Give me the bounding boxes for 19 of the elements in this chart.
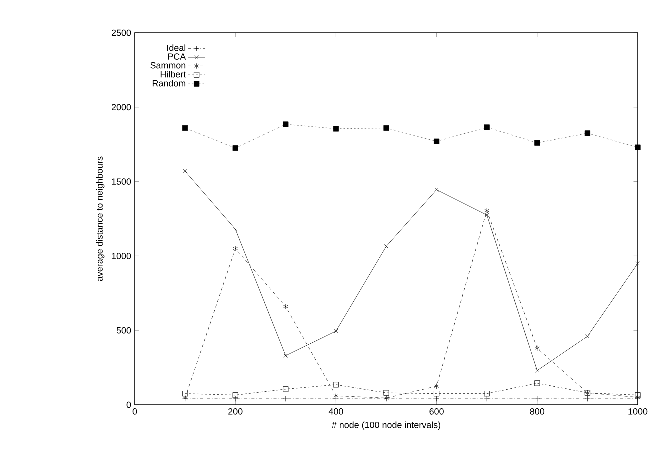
x-tick-label: 200 bbox=[228, 408, 243, 415]
y-tick-label: 1000 bbox=[112, 253, 132, 260]
y-tick-label: 2500 bbox=[112, 30, 132, 36]
x-axis-title: # node (100 node intervals) bbox=[332, 422, 441, 430]
x-tick-label: 800 bbox=[530, 408, 545, 415]
x-tick-label: 0 bbox=[132, 408, 138, 415]
legend-label: PCA bbox=[168, 54, 186, 60]
y-tick-label: 1500 bbox=[112, 178, 132, 185]
y-axis-title: average distance to neighbours bbox=[96, 156, 105, 282]
y-tick-label: 0 bbox=[126, 402, 132, 408]
x-tick-label: 400 bbox=[328, 408, 344, 415]
legend-label: Hilbert bbox=[160, 71, 186, 78]
x-tick-label: 1000 bbox=[628, 408, 648, 415]
y-tick-label: 500 bbox=[116, 327, 132, 334]
legend-label: Sammon bbox=[150, 62, 186, 69]
legend-label: Random bbox=[152, 80, 186, 87]
legend-label: Ideal bbox=[168, 44, 186, 52]
y-tick-label: 2000 bbox=[112, 104, 132, 111]
x-tick-label: 600 bbox=[430, 408, 444, 415]
